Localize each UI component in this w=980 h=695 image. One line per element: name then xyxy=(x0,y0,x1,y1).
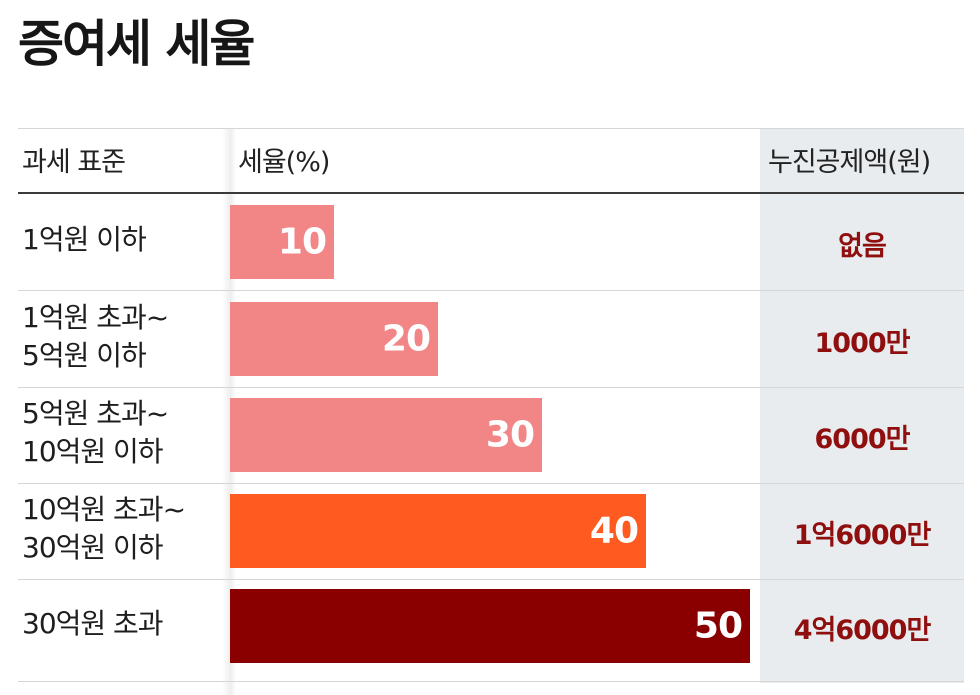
rate-bar: 20 xyxy=(230,302,438,376)
rate-bar: 40 xyxy=(230,494,646,568)
rate-bar: 50 xyxy=(230,589,750,663)
row-label: 1억원 초과~ 5억원 이하 xyxy=(22,299,168,375)
rate-bar-label: 10 xyxy=(278,222,326,263)
row-separator xyxy=(18,579,964,580)
header-rule xyxy=(18,192,964,194)
header-deduction: 누진공제액(원) xyxy=(768,140,930,179)
rate-bar: 10 xyxy=(230,205,334,279)
table-bottom-rule xyxy=(18,681,964,682)
row-label: 1억원 이하 xyxy=(22,221,146,259)
row-label: 10억원 초과~ 30억원 이하 xyxy=(22,491,185,567)
rate-bar-label: 20 xyxy=(382,319,430,360)
deduction-value: 없음 xyxy=(760,224,964,263)
rate-bar-label: 30 xyxy=(486,415,534,456)
row-label: 5억원 초과~ 10억원 이하 xyxy=(22,395,168,471)
row-separator xyxy=(18,483,964,484)
table-top-rule xyxy=(18,128,964,129)
deduction-column-background xyxy=(760,128,964,683)
row-separator xyxy=(18,290,964,291)
deduction-value: 4억6000만 xyxy=(760,608,964,647)
header-rate: 세율(%) xyxy=(238,140,329,179)
deduction-value: 1000만 xyxy=(760,321,964,360)
rate-bar: 30 xyxy=(230,398,542,472)
deduction-value: 1억6000만 xyxy=(760,513,964,552)
deduction-value: 6000만 xyxy=(760,417,964,456)
rate-bar-label: 40 xyxy=(590,511,638,552)
row-label: 30억원 초과 xyxy=(22,605,163,643)
header-tax-base: 과세 표준 xyxy=(22,140,125,179)
row-separator xyxy=(18,387,964,388)
rate-bar-label: 50 xyxy=(694,606,742,647)
